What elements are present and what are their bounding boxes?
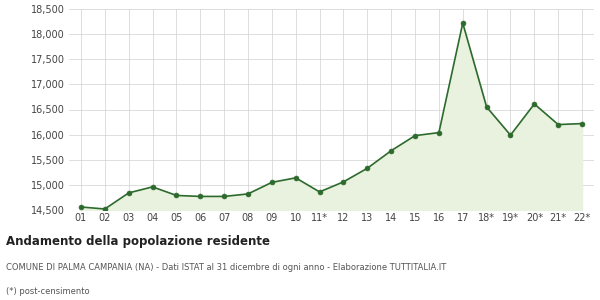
- Text: (*) post-censimento: (*) post-censimento: [6, 286, 89, 296]
- Text: COMUNE DI PALMA CAMPANIA (NA) - Dati ISTAT al 31 dicembre di ogni anno - Elabora: COMUNE DI PALMA CAMPANIA (NA) - Dati IST…: [6, 262, 446, 272]
- Text: Andamento della popolazione residente: Andamento della popolazione residente: [6, 236, 270, 248]
